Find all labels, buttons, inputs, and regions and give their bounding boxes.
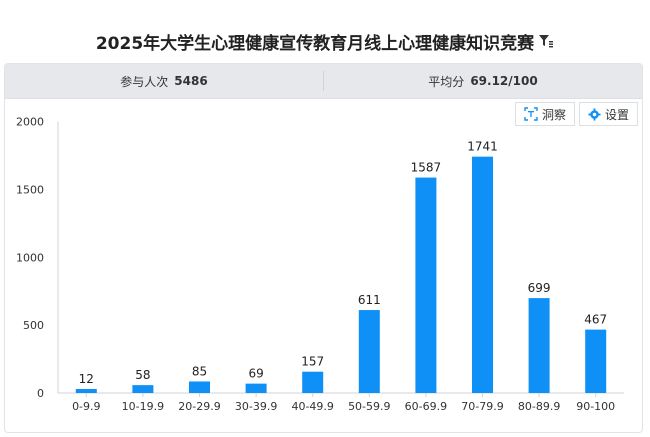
participants-stat: 参与人次 5486 bbox=[5, 64, 323, 98]
insight-button[interactable]: 洞察 bbox=[514, 102, 575, 126]
stats-divider bbox=[323, 71, 324, 91]
y-tick-label: 500 bbox=[23, 319, 44, 332]
bar bbox=[189, 381, 210, 393]
x-tick-label: 80-89.9 bbox=[518, 400, 560, 413]
bar-value-label: 467 bbox=[584, 313, 607, 327]
bar-value-label: 1741 bbox=[467, 140, 498, 154]
bar bbox=[75, 389, 97, 393]
title-row: 2025年大学生心理健康宣传教育月线上心理健康知识竞赛 bbox=[0, 26, 650, 56]
bar-value-label: 157 bbox=[301, 355, 324, 369]
y-tick-label: 0 bbox=[37, 387, 44, 400]
x-tick-label: 90-100 bbox=[576, 400, 615, 413]
x-tick-label: 10-19.9 bbox=[122, 400, 164, 413]
x-tick-label: 70-79.9 bbox=[461, 400, 503, 413]
bar-value-label: 12 bbox=[79, 372, 94, 386]
bar-value-label: 85 bbox=[192, 364, 207, 378]
bar bbox=[528, 298, 550, 393]
bar bbox=[302, 371, 324, 393]
chart-toolbar: 洞察 设置 bbox=[514, 102, 638, 126]
participants-label: 参与人次 bbox=[120, 74, 169, 89]
x-tick-label: 20-29.9 bbox=[178, 400, 220, 413]
bar bbox=[358, 310, 380, 393]
insight-icon bbox=[524, 107, 538, 121]
settings-button[interactable]: 设置 bbox=[578, 102, 638, 126]
settings-label: 设置 bbox=[604, 107, 629, 122]
stats-bar: 参与人次 5486 平均分 69.12/100 bbox=[5, 64, 642, 99]
x-tick-label: 60-69.9 bbox=[405, 400, 447, 413]
average-stat: 平均分 69.12/100 bbox=[324, 64, 642, 98]
participants-value: 5486 bbox=[174, 74, 208, 88]
y-tick-label: 1000 bbox=[16, 251, 44, 264]
average-value: 69.12/100 bbox=[470, 74, 538, 88]
x-tick-label: 50-59.9 bbox=[348, 400, 390, 413]
bar-value-label: 69 bbox=[248, 367, 263, 381]
page-title: 2025年大学生心理健康宣传教育月线上心理健康知识竞赛 bbox=[95, 33, 535, 54]
x-tick-label: 0-9.9 bbox=[72, 400, 100, 413]
x-tick-label: 40-49.9 bbox=[291, 400, 333, 413]
bar bbox=[415, 177, 437, 393]
y-tick-label: 2000 bbox=[16, 116, 44, 129]
bar bbox=[132, 385, 154, 393]
gear-icon bbox=[588, 107, 601, 121]
bar-value-label: 699 bbox=[528, 281, 551, 295]
x-tick-label: 30-39.9 bbox=[235, 400, 277, 413]
y-tick-label: 1500 bbox=[16, 183, 44, 196]
bar bbox=[585, 329, 607, 393]
average-label: 平均分 bbox=[428, 74, 465, 89]
bar-value-label: 1587 bbox=[411, 161, 442, 175]
bar-value-label: 58 bbox=[135, 368, 150, 382]
bar bbox=[245, 383, 267, 393]
bar-value-label: 611 bbox=[358, 293, 381, 307]
filter-icon[interactable] bbox=[538, 33, 554, 49]
bar bbox=[472, 156, 493, 393]
insight-label: 洞察 bbox=[541, 107, 566, 122]
